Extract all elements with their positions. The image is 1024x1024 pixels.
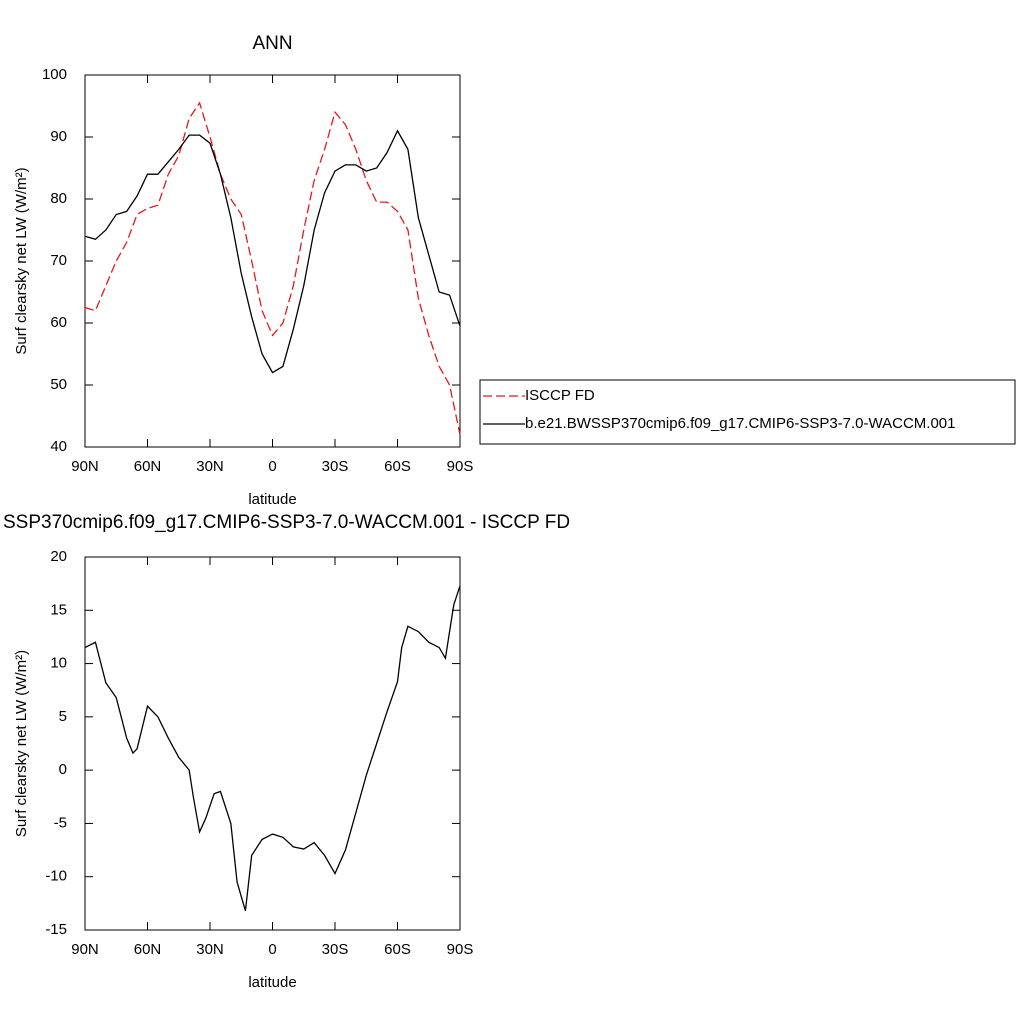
y-tick-label: -15 (45, 921, 67, 938)
y-axis-label: Surf clearsky net LW (W/m²) (13, 167, 30, 354)
chart-title: SSP370cmip6.f09_g17.CMIP6-SSP3-7.0-WACCM… (3, 512, 570, 533)
x-tick-label: 30S (322, 941, 349, 958)
x-axis-label: latitude (248, 974, 296, 991)
x-tick-label: 0 (268, 458, 276, 475)
x-tick-label: 60N (134, 941, 162, 958)
x-axis-label: latitude (248, 491, 296, 508)
x-tick-label: 30N (196, 458, 224, 475)
y-tick-label: 90 (50, 128, 67, 145)
chart-title: ANN (252, 33, 292, 54)
x-tick-label: 0 (268, 941, 276, 958)
x-tick-label: 90N (71, 941, 99, 958)
x-tick-label: 30S (322, 458, 349, 475)
legend-label: ISCCP FD (525, 387, 595, 404)
x-tick-label: 60S (384, 941, 411, 958)
x-tick-label: 90S (447, 941, 474, 958)
x-tick-label: 90S (447, 458, 474, 475)
y-axis-label: Surf clearsky net LW (W/m²) (13, 650, 30, 837)
y-tick-label: 0 (59, 761, 67, 778)
legend-label: b.e21.BWSSP370cmip6.f09_g17.CMIP6-SSP3-7… (525, 415, 955, 432)
y-tick-label: 60 (50, 314, 67, 331)
y-tick-label: 20 (50, 548, 67, 565)
y-tick-label: 5 (59, 708, 67, 725)
x-tick-label: 60S (384, 458, 411, 475)
y-tick-label: 10 (50, 655, 67, 672)
data-line (84, 585, 461, 912)
data-line (84, 101, 461, 435)
plot-frame (84, 74, 461, 448)
plot-frame (84, 556, 461, 931)
y-tick-label: 15 (50, 601, 67, 618)
y-tick-label: -10 (45, 868, 67, 885)
y-tick-label: 40 (50, 438, 67, 455)
y-tick-label: 50 (50, 376, 67, 393)
x-tick-label: 90N (71, 458, 99, 475)
data-line (84, 129, 461, 374)
y-tick-label: 70 (50, 252, 67, 269)
x-tick-label: 60N (134, 458, 162, 475)
y-tick-label: 80 (50, 190, 67, 207)
y-tick-label: -5 (54, 814, 67, 831)
y-tick-label: 100 (42, 66, 67, 83)
x-tick-label: 30N (196, 941, 224, 958)
legend-box (479, 379, 1016, 445)
